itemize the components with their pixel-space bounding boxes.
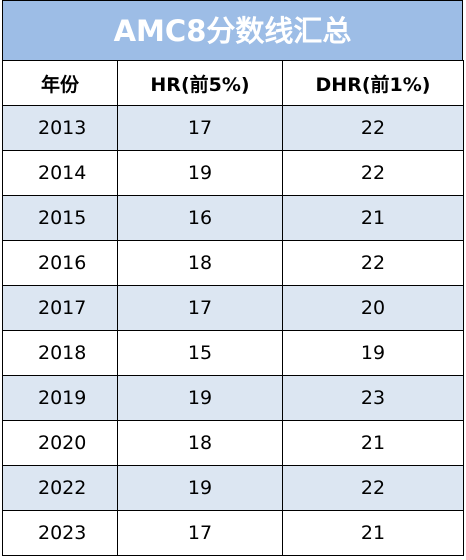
score-cell: 22 [282, 150, 464, 196]
header-cell: 年份 [2, 60, 118, 106]
header-cell: HR(前5%) [117, 60, 283, 106]
score-cell: 20 [282, 285, 464, 331]
score-cell: 19 [117, 150, 283, 196]
score-cell: 22 [282, 465, 464, 511]
score-table: 年份 HR(前5%) DHR(前1%) 2013 17 22 2014 19 22 2015 16… [2, 60, 464, 556]
table-row: 2022 19 22 [2, 465, 464, 511]
table-title: AMC8分数线汇总 [2, 0, 463, 60]
year-cell: 2017 [2, 285, 118, 331]
year-cell: 2019 [2, 375, 118, 421]
score-cell: 21 [282, 420, 464, 466]
year-cell: 2022 [2, 465, 118, 511]
table-row: 2014 19 22 [2, 150, 464, 196]
score-cell: 17 [117, 105, 283, 151]
header-cell: DHR(前1%) [282, 60, 464, 106]
score-cell: 18 [117, 240, 283, 286]
table-row: 2019 19 23 [2, 375, 464, 421]
score-cell: 22 [282, 240, 464, 286]
table-row: 2017 17 20 [2, 285, 464, 331]
year-cell: 2023 [2, 510, 118, 556]
table-row: 2016 18 22 [2, 240, 464, 286]
score-cell: 16 [117, 195, 283, 241]
score-cell: 22 [282, 105, 464, 151]
score-cell: 19 [117, 375, 283, 421]
score-cell: 21 [282, 195, 464, 241]
year-cell: 2013 [2, 105, 118, 151]
table-row: 2020 18 21 [2, 420, 464, 466]
year-cell: 2020 [2, 420, 118, 466]
table-row: 2018 15 19 [2, 330, 464, 376]
header-row: 年份 HR(前5%) DHR(前1%) [2, 60, 464, 106]
score-cell: 15 [117, 330, 283, 376]
score-cell: 19 [282, 330, 464, 376]
score-cell: 18 [117, 420, 283, 466]
table-row: 2013 17 22 [2, 105, 464, 151]
score-cell: 21 [282, 510, 464, 556]
year-cell: 2015 [2, 195, 118, 241]
score-cell: 23 [282, 375, 464, 421]
score-cell: 19 [117, 465, 283, 511]
year-cell: 2016 [2, 240, 118, 286]
year-cell: 2018 [2, 330, 118, 376]
score-cell: 17 [117, 285, 283, 331]
table-row: 2015 16 21 [2, 195, 464, 241]
score-cell: 17 [117, 510, 283, 556]
table-body: 2013 17 22 2014 19 22 2015 16 21 2016 18 22 2017 17 20… [2, 105, 464, 556]
year-cell: 2014 [2, 150, 118, 196]
table-row: 2023 17 21 [2, 510, 464, 556]
